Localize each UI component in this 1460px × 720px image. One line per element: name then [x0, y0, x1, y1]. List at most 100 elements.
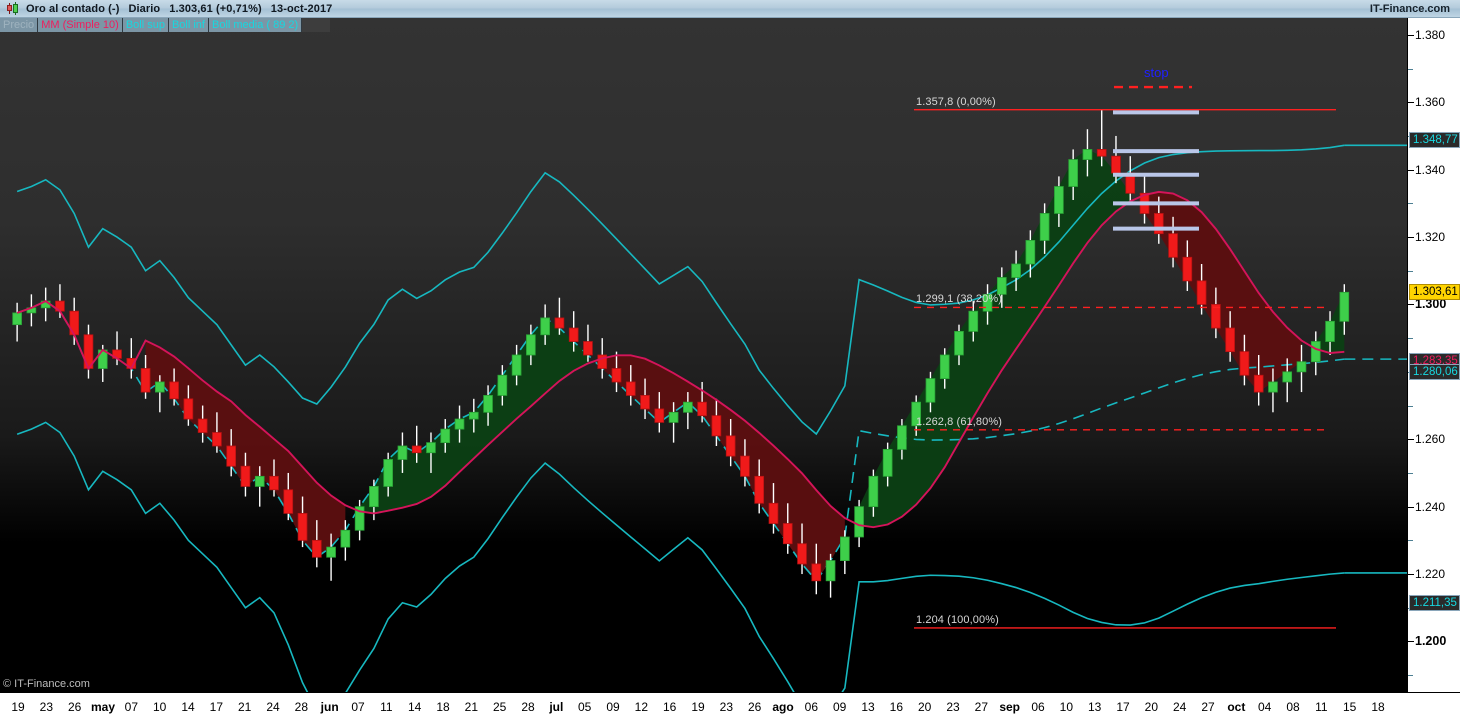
- price-axis-label: 1.360: [1415, 95, 1446, 110]
- watermark-label: © IT-Finance.com: [3, 678, 90, 690]
- price-axis-tick: [1408, 439, 1414, 441]
- date-axis-day-label: 13: [861, 700, 875, 714]
- date-axis-day-label: 14: [181, 700, 195, 714]
- price-axis-label: 1.380: [1415, 27, 1446, 42]
- instrument-name: Oro al contado (-): [26, 2, 120, 15]
- date-axis-day-label: 17: [1116, 700, 1130, 714]
- timeframe-label: Diario: [128, 2, 161, 15]
- quote-value: 1.303,61 (+0,71%): [169, 2, 262, 15]
- price-tag-bollinf[interactable]: 1.211,35: [1409, 595, 1460, 612]
- price-axis-label: 1.320: [1415, 230, 1446, 245]
- price-axis-label: 1.200: [1415, 634, 1447, 649]
- date-axis-day-label: 23: [719, 700, 734, 714]
- price-axis-minor-tick: [1408, 405, 1413, 407]
- quote-date: 13-oct-2017: [270, 2, 333, 15]
- date-axis-day-label: 08: [1286, 700, 1300, 714]
- date-axis-day-label: 04: [1257, 700, 1272, 714]
- date-axis-day-label: 05: [577, 700, 592, 714]
- price-axis[interactable]: 1.380 1.360 1.340 1.320 1.300 1.260 1.240 1.220…: [1407, 18, 1460, 692]
- date-axis-day-label: 28: [294, 700, 309, 714]
- price-axis-tick: [1408, 169, 1414, 171]
- date-axis-day-label: 19: [11, 700, 25, 714]
- date-axis-day-label: 14: [407, 700, 422, 714]
- legend-item-mm[interactable]: MM (Simple 10): [38, 18, 123, 32]
- date-axis-month-label: sep: [999, 700, 1020, 714]
- date-axis-day-label: 13: [1087, 700, 1102, 714]
- date-axis-month-label: jun: [320, 700, 339, 714]
- date-axis-day-label: 23: [39, 700, 54, 714]
- price-axis-tick: [1408, 641, 1414, 643]
- date-axis-day-label: 18: [436, 700, 450, 714]
- stop-label: stop: [1144, 65, 1169, 81]
- date-axis-day-label: 06: [1031, 700, 1045, 714]
- price-tag-boll[interactable]: 1.280,06: [1409, 363, 1460, 380]
- date-axis-day-label: 27: [974, 700, 989, 714]
- price-axis-minor-tick: [1408, 472, 1413, 474]
- fib-level-label: 1.204 (100,00%): [916, 613, 999, 626]
- legend-tail: [302, 18, 331, 32]
- date-axis-day-label: 24: [266, 700, 280, 714]
- date-axis-day-label: 06: [804, 700, 819, 714]
- date-axis-day-label: 26: [67, 700, 82, 714]
- date-axis-month-label: ago: [772, 700, 794, 714]
- price-chart-plot[interactable]: © IT-Finance.com 1.357,8 (0,00%) 1.299,1 …: [0, 18, 1407, 692]
- date-axis-day-label: 25: [492, 700, 507, 714]
- fib-level-label: 1.357,8 (0,00%): [916, 95, 996, 108]
- price-tag-price[interactable]: 1.303,61: [1409, 284, 1460, 301]
- title-bar-text: Oro al contado (-) Diario 1.303,61 (+0,71%…: [26, 3, 332, 15]
- price-tag-bollsup[interactable]: 1.348,77: [1409, 132, 1460, 149]
- date-axis-day-label: 10: [1059, 700, 1074, 714]
- date-axis-month-label: jul: [549, 700, 564, 714]
- date-axis-month-label: oct: [1227, 700, 1246, 714]
- price-axis-tick: [1408, 506, 1414, 508]
- date-axis-day-label: 11: [1315, 700, 1328, 714]
- candlestick-icon: [6, 2, 20, 15]
- price-axis-label: 1.220: [1415, 567, 1446, 582]
- price-axis-tick: [1408, 574, 1414, 576]
- date-axis-day-label: 16: [889, 700, 904, 714]
- price-axis-label: 1.300: [1415, 297, 1447, 312]
- price-axis-minor-tick: [1408, 270, 1413, 272]
- date-axis-day-label: 09: [832, 700, 847, 714]
- date-axis-day-label: 23: [946, 700, 960, 714]
- date-axis-day-label: 09: [606, 700, 620, 714]
- price-axis-label: 1.240: [1415, 499, 1446, 514]
- date-axis-day-label: 24: [1172, 700, 1187, 714]
- fib-level-label: 1.299,1 (38,20%): [916, 293, 1002, 306]
- price-axis-tick: [1408, 102, 1414, 104]
- date-axis-day-label: 17: [209, 700, 224, 714]
- date-axis-day-label: 20: [1144, 700, 1159, 714]
- price-axis-minor-tick: [1408, 203, 1413, 205]
- date-axis-day-label: 21: [464, 700, 479, 714]
- date-axis-day-label: 20: [917, 700, 932, 714]
- date-axis-day-label: 18: [1371, 700, 1385, 714]
- price-axis-minor-tick: [1408, 338, 1413, 340]
- price-axis-tick: [1408, 237, 1414, 239]
- price-axis-minor-tick: [1408, 68, 1413, 70]
- legend-item-boll-media[interactable]: Boll media ( 89 2): [208, 18, 303, 32]
- date-axis-day-label: 07: [351, 700, 365, 714]
- date-axis-day-label: 10: [152, 700, 167, 714]
- title-bar: Oro al contado (-) Diario 1.303,61 (+0,71%…: [0, 0, 1460, 18]
- date-axis-day-label: 28: [521, 700, 535, 714]
- price-axis-minor-tick: [1408, 540, 1413, 542]
- date-axis-day-label: 19: [691, 700, 705, 714]
- indicator-legend: Precio MM (Simple 10) Boll sup Boll inf …: [0, 18, 331, 32]
- date-axis-day-label: 26: [747, 700, 762, 714]
- chart-canvas: [12, 85, 1407, 692]
- price-axis-tick: [1408, 304, 1414, 306]
- date-axis-day-label: 16: [662, 700, 677, 714]
- legend-item-boll-inf[interactable]: Boll inf: [168, 18, 209, 32]
- price-axis-minor-tick: [1408, 675, 1413, 677]
- price-axis-tick: [1408, 34, 1414, 36]
- date-axis-day-label: 21: [237, 700, 252, 714]
- price-axis-label: 1.260: [1415, 432, 1446, 447]
- legend-item-precio[interactable]: Precio: [0, 18, 39, 32]
- date-axis-month-label: may: [90, 700, 116, 714]
- price-axis-label: 1.340: [1415, 162, 1446, 177]
- brand-label: IT-Finance.com: [1369, 2, 1450, 15]
- legend-item-boll-sup[interactable]: Boll sup: [122, 18, 169, 32]
- date-axis-day-label: 15: [1342, 700, 1357, 714]
- date-axis[interactable]: 19 23 26 may 07 10 14 17 21 24 28 jun 07 11 14 18 21 25 28…: [0, 692, 1460, 720]
